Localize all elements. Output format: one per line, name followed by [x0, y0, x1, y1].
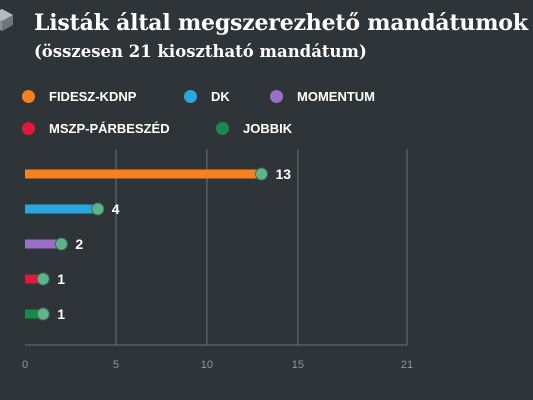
bar-1 [25, 169, 262, 179]
bar-4 [25, 274, 44, 284]
x-tick-label: 21 [401, 359, 413, 371]
bar-5 [25, 309, 44, 319]
data-label: 13 [275, 166, 291, 182]
data-label: 1 [57, 271, 65, 287]
chart-subtitle: (összesen 21 kiosztható mandátum) [34, 42, 367, 61]
bar-2 [25, 204, 98, 214]
bar-end-marker [54, 237, 68, 251]
x-tick-label: 0 [22, 359, 28, 371]
data-label: 4 [112, 201, 120, 217]
data-label: 2 [75, 236, 83, 252]
chart-title: Listák által megszerezhető mandátumok [34, 10, 528, 36]
x-tick-label: 10 [201, 359, 213, 371]
logo-cube-icon [0, 9, 13, 31]
x-tick-label: 5 [113, 359, 119, 371]
bar-end-marker [254, 167, 268, 181]
data-label: 1 [57, 306, 65, 322]
bar-end-marker [36, 307, 50, 321]
x-tick-label: 15 [292, 359, 304, 371]
bar-end-marker [36, 272, 50, 286]
bar-end-marker [91, 202, 105, 216]
bar-3 [25, 239, 62, 249]
